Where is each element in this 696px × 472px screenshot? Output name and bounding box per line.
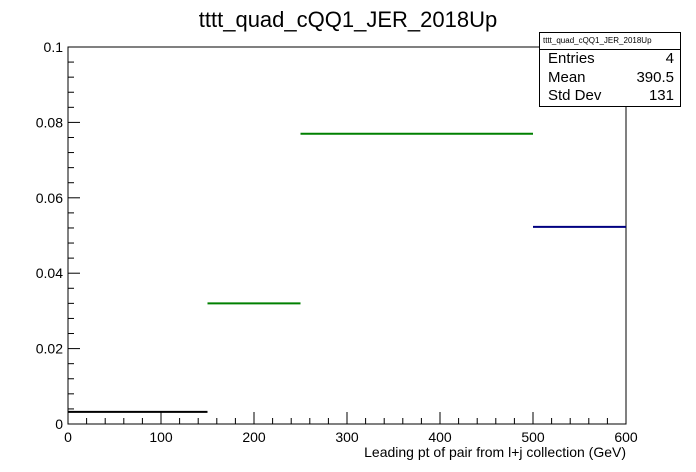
y-tick-label: 0.02 <box>36 341 63 357</box>
stats-value: 4 <box>665 50 674 67</box>
stats-row-mean: Mean 390.5 <box>540 69 680 88</box>
y-tick-label: 0 <box>55 416 63 432</box>
x-tick-label: 400 <box>428 429 452 445</box>
stats-value: 390.5 <box>636 68 674 86</box>
y-tick-label: 0.04 <box>36 265 63 281</box>
stats-row-stddev: Std Dev 131 <box>540 87 680 106</box>
y-tick-label: 0.08 <box>36 114 63 130</box>
x-tick-label: 0 <box>64 429 72 445</box>
x-tick-label: 200 <box>242 429 266 445</box>
stats-title: tttt_quad_cQQ1_JER_2018Up <box>540 33 680 50</box>
stats-label: Std Dev <box>548 87 602 104</box>
y-tick-label: 0.06 <box>36 190 63 206</box>
x-tick-label: 600 <box>614 429 638 445</box>
x-tick-label: 300 <box>335 429 359 445</box>
x-tick-label: 500 <box>521 429 545 445</box>
axes: 0 100 200 300 400 500 600 0 0.02 0.04 0.06 0.08 0.1 <box>36 39 638 445</box>
stats-label: Entries <box>548 50 595 67</box>
stats-value: 131 <box>648 87 674 104</box>
x-tick-label: 100 <box>149 429 173 445</box>
stats-row-entries: Entries 4 <box>540 50 680 69</box>
stats-label: Mean <box>548 68 586 86</box>
stats-box: tttt_quad_cQQ1_JER_2018Up Entries 4 Mean… <box>539 32 681 107</box>
histogram-bins <box>68 132 626 413</box>
y-tick-label: 0.1 <box>44 39 64 55</box>
chart-title: tttt_quad_cQQ1_JER_2018Up <box>199 7 497 32</box>
x-axis-label: Leading pt of pair from l+j collection (… <box>364 444 626 460</box>
